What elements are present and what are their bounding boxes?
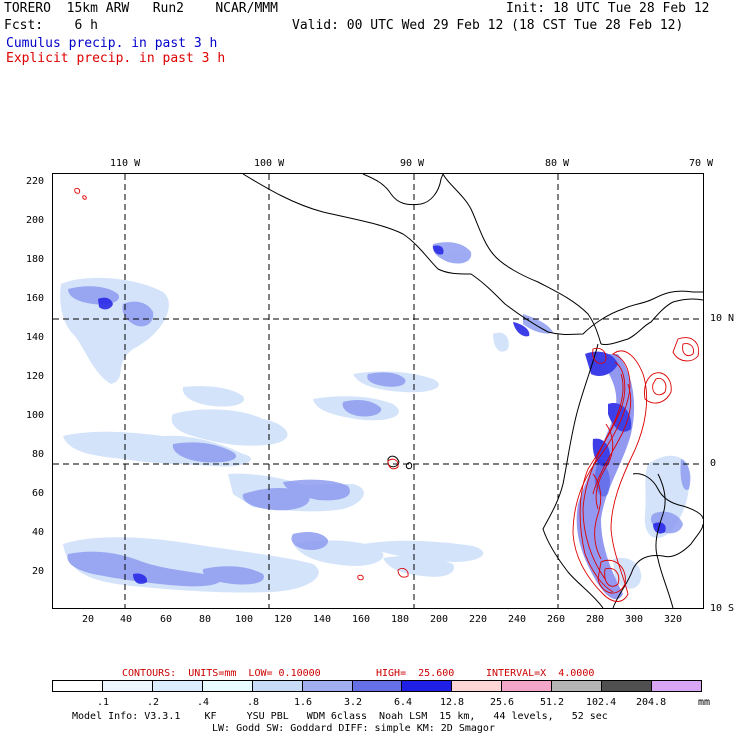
grid-y-60: 60 [32, 488, 45, 499]
grid-x-240: 240 [508, 614, 527, 625]
lat-label-10n: 10 N [710, 313, 735, 324]
contour-interval: INTERVAL=X 4.0000 [486, 668, 595, 679]
grid-x-140: 140 [313, 614, 332, 625]
grid-y-140: 140 [26, 332, 45, 343]
grid-x-280: 280 [586, 614, 605, 625]
init-time: Init: 18 UTC Tue 28 Feb 12 [506, 1, 710, 16]
colorbar-swatch [252, 681, 303, 691]
colorbar-swatch [302, 681, 353, 691]
andes-cumulus-band [576, 354, 635, 600]
grid-x-300: 300 [625, 614, 644, 625]
colorbar-level: 51.2 [540, 697, 565, 708]
colorbar-level: .4 [197, 697, 210, 708]
colorbar-level: 25.6 [490, 697, 515, 708]
grid-y-80: 80 [32, 449, 45, 460]
colorbar-swatch [402, 681, 453, 691]
grid-x-180: 180 [391, 614, 410, 625]
colorbar-swatch [352, 681, 403, 691]
grid-y-100: 100 [26, 410, 45, 421]
colorbar-level: 204.8 [636, 697, 667, 708]
lon-label-70w: 70 W [689, 158, 714, 169]
grid-x-120: 120 [274, 614, 293, 625]
colorbar-swatch [602, 681, 653, 691]
colorbar-swatch [202, 681, 253, 691]
colorbar-level: 6.4 [394, 697, 413, 708]
legend-cumulus: Cumulus precip. in past 3 h [6, 36, 218, 51]
grid-y-220: 220 [26, 176, 45, 187]
valid-time: Valid: 00 UTC Wed 29 Feb 12 (18 CST Tue … [292, 18, 684, 33]
grid-x-100: 100 [235, 614, 254, 625]
colorbar-swatch [452, 681, 503, 691]
lon-label-110w: 110 W [110, 158, 141, 169]
colorbar-swatch [53, 681, 103, 691]
lat-label-0: 0 [710, 458, 717, 469]
coastlines [242, 174, 703, 608]
grid-y-20: 20 [32, 566, 45, 577]
map-canvas [53, 174, 703, 608]
grid-x-260: 260 [547, 614, 566, 625]
grid-x-200: 200 [430, 614, 449, 625]
model-info: Model Info: V3.3.1 KF YSU PBL WDM 6class… [72, 711, 608, 722]
colorbar-level: .2 [147, 697, 160, 708]
precipitation-map[interactable] [52, 173, 704, 609]
grid-y-120: 120 [26, 371, 45, 382]
grid-x-160: 160 [352, 614, 371, 625]
explicit-precip-contours [74, 187, 700, 602]
colorbar-level: 12.8 [440, 697, 465, 708]
colorbar-level: .8 [247, 697, 260, 708]
lat-label-10s: 10 S [710, 603, 735, 614]
lon-label-90w: 90 W [400, 158, 425, 169]
grid-y-200: 200 [26, 215, 45, 226]
model-title: TORERO 15km ARW Run2 NCAR/MMM [4, 1, 278, 16]
grid-x-320: 320 [664, 614, 683, 625]
grid-x-220: 220 [469, 614, 488, 625]
grid-y-160: 160 [26, 293, 45, 304]
grid-x-80: 80 [199, 614, 212, 625]
precip-colorbar [52, 680, 702, 692]
lon-label-80w: 80 W [545, 158, 570, 169]
grid-x-20: 20 [82, 614, 95, 625]
lon-label-100w: 100 W [254, 158, 285, 169]
model-physics: LW: Godd SW: Goddard DIFF: simple KM: 2D… [212, 723, 495, 734]
colorbar-unit: mm [698, 697, 711, 708]
contour-units: CONTOURS: UNITS=mm LOW= 0.10000 [122, 668, 321, 679]
contour-high: HIGH= 25.600 [376, 668, 455, 679]
legend-explicit: Explicit precip. in past 3 h [6, 51, 226, 66]
grid-x-60: 60 [160, 614, 173, 625]
colorbar-swatch [652, 681, 701, 691]
colorbar-swatch [502, 681, 553, 691]
grid-y-180: 180 [26, 254, 45, 265]
colorbar-level: 3.2 [344, 697, 363, 708]
colorbar-swatch [102, 681, 153, 691]
grid-y-40: 40 [32, 527, 45, 538]
forecast-hour: Fcst: 6 h [4, 18, 98, 33]
colorbar-level: 1.6 [294, 697, 313, 708]
grid-x-40: 40 [120, 614, 133, 625]
colorbar-swatch [552, 681, 603, 691]
colorbar-level: 102.4 [586, 697, 617, 708]
colorbar-swatch [152, 681, 203, 691]
colorbar-level: .1 [97, 697, 110, 708]
